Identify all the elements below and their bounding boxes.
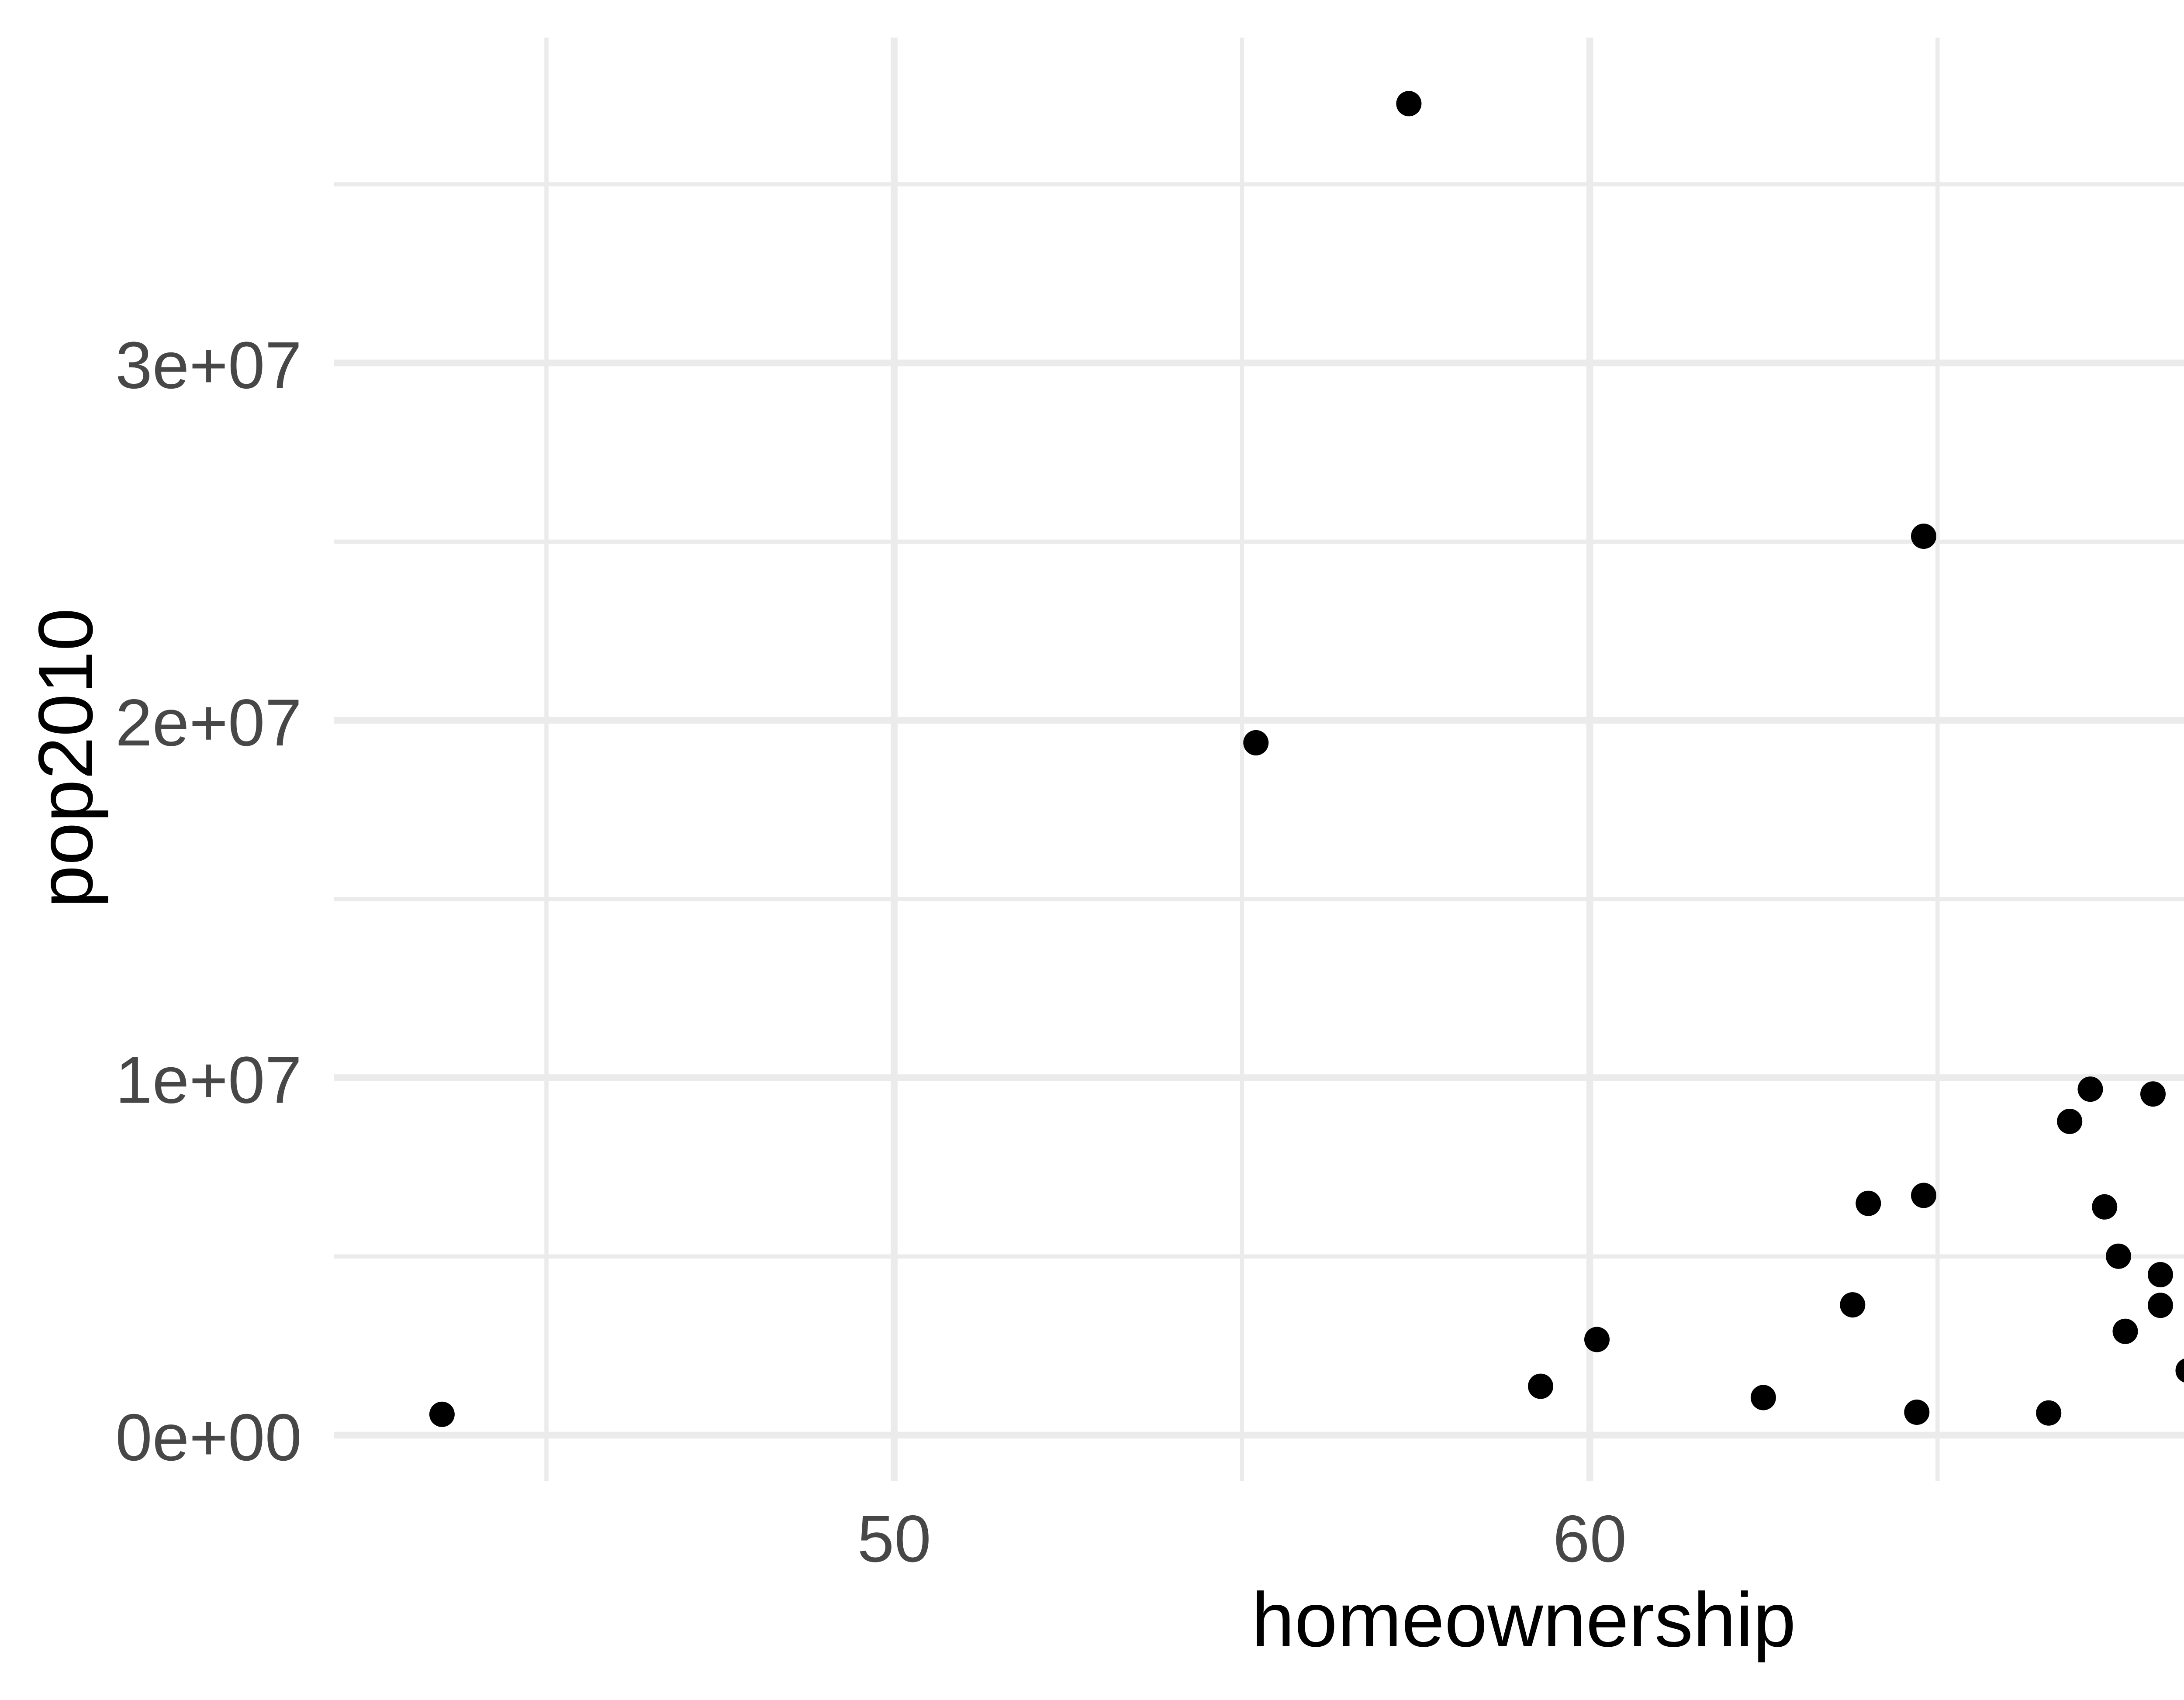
svg-text:0e+00: 0e+00 [115, 1400, 302, 1475]
svg-text:60: 60 [1553, 1502, 1627, 1576]
svg-text:2e+07: 2e+07 [115, 686, 302, 760]
svg-text:3e+07: 3e+07 [115, 328, 302, 403]
svg-text:50: 50 [857, 1502, 931, 1576]
svg-text:pop2010: pop2010 [23, 608, 109, 908]
svg-text:homeownership: homeownership [1251, 1577, 1796, 1663]
svg-text:1e+07: 1e+07 [115, 1043, 302, 1117]
